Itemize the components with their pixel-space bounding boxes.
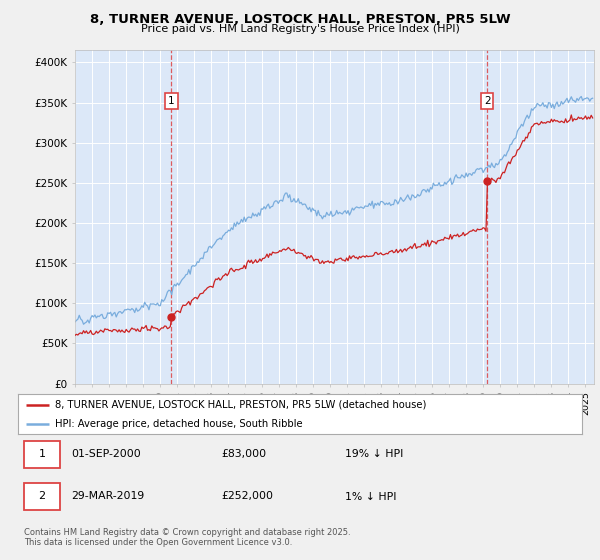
Text: 1: 1: [168, 96, 175, 106]
Text: 1% ↓ HPI: 1% ↓ HPI: [345, 492, 397, 502]
FancyBboxPatch shape: [23, 483, 60, 510]
Text: 29-MAR-2019: 29-MAR-2019: [71, 492, 145, 502]
Text: 2: 2: [484, 96, 490, 106]
Text: 1: 1: [38, 449, 46, 459]
Text: £83,000: £83,000: [221, 449, 266, 459]
Text: £252,000: £252,000: [221, 492, 273, 502]
Text: Contains HM Land Registry data © Crown copyright and database right 2025.
This d: Contains HM Land Registry data © Crown c…: [24, 528, 350, 547]
Text: 8, TURNER AVENUE, LOSTOCK HALL, PRESTON, PR5 5LW: 8, TURNER AVENUE, LOSTOCK HALL, PRESTON,…: [89, 12, 511, 26]
Text: HPI: Average price, detached house, South Ribble: HPI: Average price, detached house, Sout…: [55, 419, 302, 429]
Text: 8, TURNER AVENUE, LOSTOCK HALL, PRESTON, PR5 5LW (detached house): 8, TURNER AVENUE, LOSTOCK HALL, PRESTON,…: [55, 400, 426, 409]
Text: 01-SEP-2000: 01-SEP-2000: [71, 449, 142, 459]
Text: 19% ↓ HPI: 19% ↓ HPI: [345, 449, 403, 459]
FancyBboxPatch shape: [23, 441, 60, 468]
Text: Price paid vs. HM Land Registry's House Price Index (HPI): Price paid vs. HM Land Registry's House …: [140, 24, 460, 34]
Text: 2: 2: [38, 492, 46, 502]
